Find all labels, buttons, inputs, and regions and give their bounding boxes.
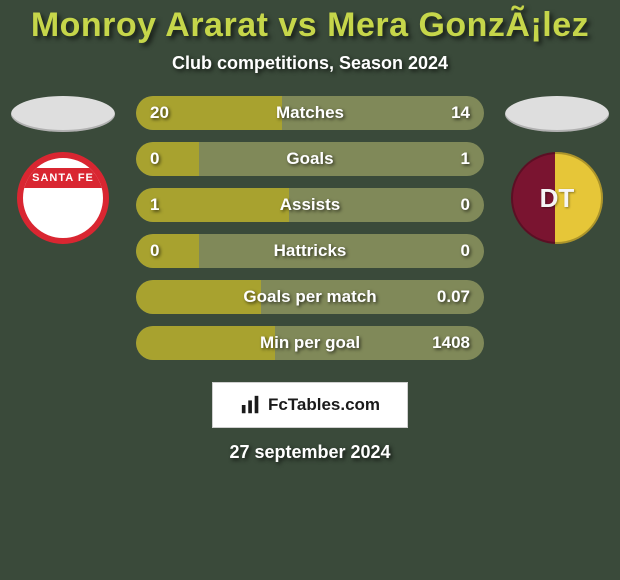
- right-crest-monogram: DT: [540, 183, 575, 214]
- subtitle: Club competitions, Season 2024: [0, 53, 620, 74]
- stat-right-value: 0: [461, 241, 470, 261]
- comparison-body: SANTA FE 20Matches140Goals11Assists00Hat…: [0, 96, 620, 360]
- stat-label: Hattricks: [136, 241, 484, 261]
- date-label: 27 september 2024: [0, 442, 620, 463]
- comparison-card: Monroy Ararat vs Mera GonzÃ¡lez Club com…: [0, 0, 620, 580]
- brand-badge: FcTables.com: [212, 382, 408, 428]
- stat-row: 1Assists0: [136, 188, 484, 222]
- stat-label: Goals per match: [136, 287, 484, 307]
- stat-label: Matches: [136, 103, 484, 123]
- stat-label: Assists: [136, 195, 484, 215]
- stat-row: 0Goals1: [136, 142, 484, 176]
- stats-list: 20Matches140Goals11Assists00Hattricks0Go…: [136, 96, 484, 360]
- left-crest-label: SANTA FE: [17, 168, 109, 188]
- stat-right-value: 14: [451, 103, 470, 123]
- stat-right-value: 1408: [432, 333, 470, 353]
- stat-right-value: 0: [461, 195, 470, 215]
- right-player-column: DT: [502, 96, 612, 244]
- stat-right-value: 0.07: [437, 287, 470, 307]
- stat-row: 20Matches14: [136, 96, 484, 130]
- page-title: Monroy Ararat vs Mera GonzÃ¡lez: [0, 6, 620, 45]
- left-team-crest: SANTA FE: [17, 152, 109, 244]
- brand-label: FcTables.com: [268, 395, 380, 415]
- player-silhouette-shoulders: [11, 96, 115, 132]
- bars-icon: [240, 394, 262, 416]
- stat-label: Goals: [136, 149, 484, 169]
- stat-row: 0Hattricks0: [136, 234, 484, 268]
- left-player-column: SANTA FE: [8, 96, 118, 244]
- stat-row: Goals per match0.07: [136, 280, 484, 314]
- player-silhouette-shoulders: [505, 96, 609, 132]
- right-team-crest: DT: [511, 152, 603, 244]
- stat-row: Min per goal1408: [136, 326, 484, 360]
- stat-right-value: 1: [461, 149, 470, 169]
